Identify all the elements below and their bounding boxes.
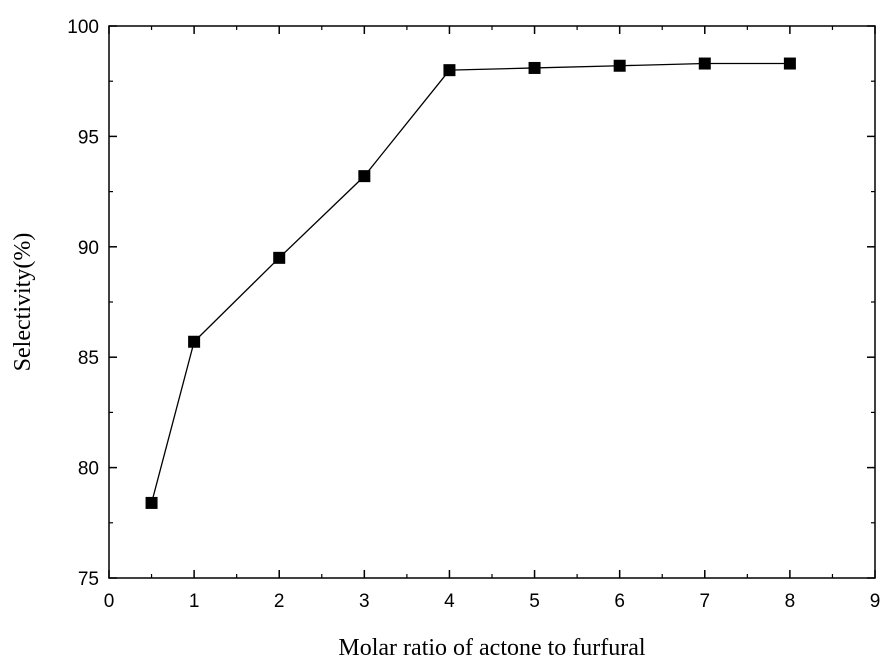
data-point [273, 251, 286, 264]
x-tick-label: 0 [104, 591, 115, 612]
x-tick-label: 3 [359, 591, 370, 612]
data-point [613, 59, 626, 72]
series-line [150, 62, 790, 504]
x-tick-label: 9 [870, 591, 880, 612]
y-axis-label: Selectivity(%) [10, 233, 36, 372]
data-point [188, 335, 201, 348]
series-line-layer [150, 62, 790, 504]
y-tick-label: 75 [78, 569, 99, 590]
data-point [528, 61, 541, 74]
y-tick-label: 95 [78, 127, 99, 148]
y-tick-label: 90 [78, 238, 99, 259]
x-tick-label: 2 [274, 591, 285, 612]
data-point [698, 57, 711, 70]
x-tick-label: 8 [785, 591, 796, 612]
x-axis-label: Molar ratio of actone to furfural [338, 635, 646, 661]
markers [145, 57, 796, 509]
data-point [783, 57, 796, 70]
data-point [358, 170, 371, 183]
ticks: 0 1 2 3 4 5 6 7 8 9 75 80 85 90 95 100 [67, 17, 880, 612]
y-tick-label: 100 [67, 17, 99, 38]
y-tick-label: 85 [78, 348, 99, 369]
data-point [145, 496, 158, 509]
data-point [443, 64, 456, 77]
x-tick-label: 7 [699, 591, 710, 612]
x-tick-label: 4 [444, 591, 455, 612]
x-tick-label: 5 [529, 591, 540, 612]
plot-frame [108, 25, 876, 579]
x-tick-label: 6 [614, 591, 625, 612]
y-tick-label: 80 [78, 459, 99, 480]
x-tick-label: 1 [189, 591, 200, 612]
